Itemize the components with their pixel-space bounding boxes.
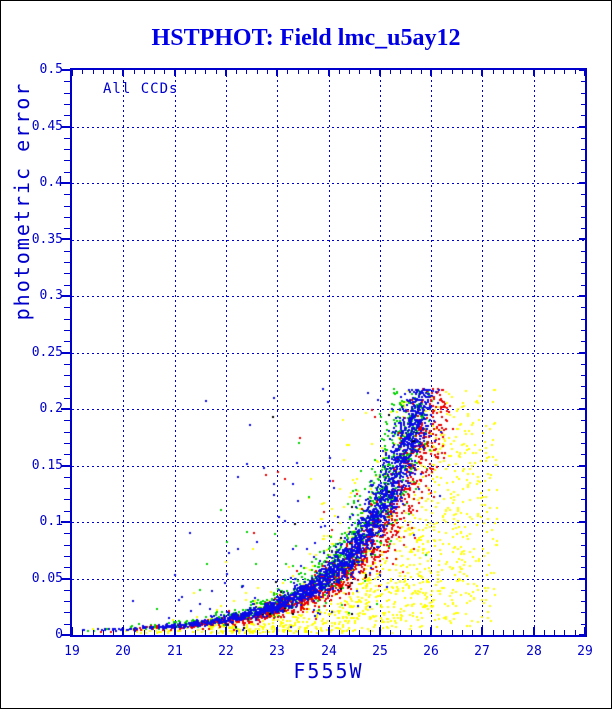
ccd-annotation: All CCDs: [103, 81, 179, 97]
scatter-canvas: [72, 70, 585, 635]
x-tick-label: 24: [321, 644, 337, 659]
x-tick-label: 26: [423, 644, 439, 659]
y-tick-label: 0.5: [39, 62, 63, 77]
x-tick-label: 27: [474, 644, 490, 659]
x-tick-label: 25: [372, 644, 388, 659]
x-tick-label: 22: [218, 644, 234, 659]
y-tick-label: 0.15: [31, 458, 63, 473]
y-tick-label: 0.4: [39, 175, 63, 190]
x-tick-label: 20: [115, 644, 131, 659]
page-title: HSTPHOT: Field lmc_u5ay12: [151, 25, 461, 51]
y-tick-label: 0: [55, 627, 63, 642]
y-tick-label: 0.3: [39, 288, 63, 303]
x-tick-label: 21: [167, 644, 183, 659]
y-tick-label: 0.45: [31, 119, 63, 134]
y-tick-label: 0.1: [39, 514, 63, 529]
x-tick-label: 29: [577, 644, 593, 659]
y-tick-label: 0.35: [31, 232, 63, 247]
y-tick-label: 0.2: [39, 401, 63, 416]
y-tick-label: 0.05: [31, 571, 63, 586]
x-tick-label: 23: [269, 644, 285, 659]
plot-frame: All CCDs: [61, 68, 587, 637]
x-tick-label: 19: [64, 644, 80, 659]
axis-ticks: [61, 69, 586, 636]
x-tick-label: 28: [526, 644, 542, 659]
x-axis-label: F555W: [293, 659, 364, 683]
y-tick-label: 0.25: [31, 345, 63, 360]
